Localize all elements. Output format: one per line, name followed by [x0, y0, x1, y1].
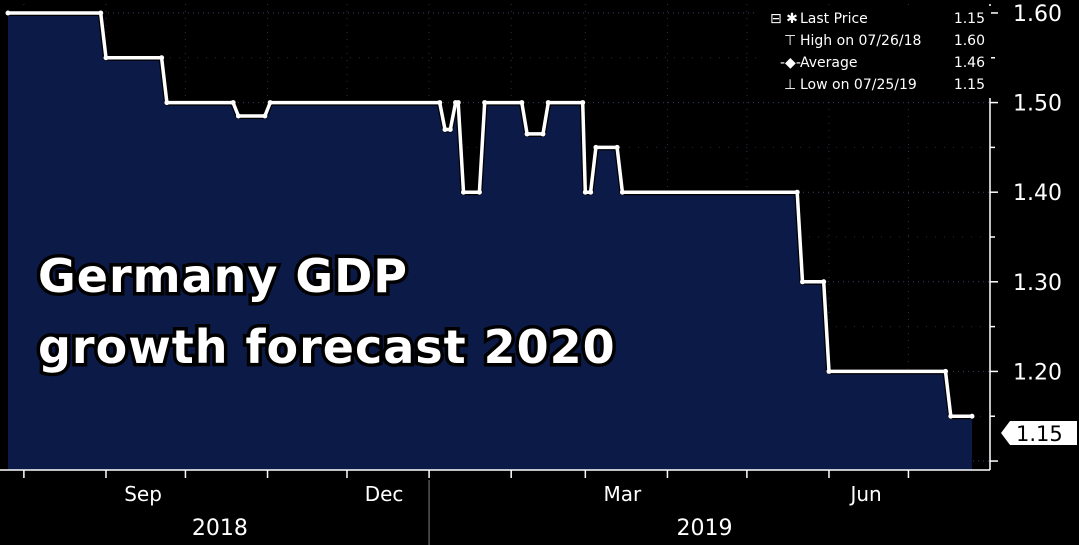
- y-tick-label: 1.20: [1013, 360, 1062, 385]
- x-month-label: Jun: [848, 482, 881, 506]
- series-point: [461, 189, 467, 195]
- series-point: [545, 100, 551, 106]
- chart-title-line-1: Germany GDP: [38, 249, 408, 303]
- series-point: [267, 100, 273, 106]
- series-point: [262, 113, 268, 119]
- series-point: [482, 100, 488, 106]
- series-point: [103, 55, 109, 61]
- y-tick-label: 1.30: [1013, 271, 1062, 296]
- legend-value-average: 1.46: [954, 55, 985, 71]
- series-point: [164, 100, 170, 106]
- series-point: [580, 100, 586, 106]
- legend-value-high: 1.60: [954, 33, 985, 49]
- x-year-label: 2018: [192, 516, 248, 541]
- series-point: [943, 368, 949, 374]
- legend-marker-average: -◆-: [780, 55, 801, 71]
- series-last-price: [5, 10, 975, 470]
- series-point: [476, 189, 482, 195]
- series-area: [8, 13, 972, 470]
- legend-box: [757, 6, 991, 98]
- x-month-label: Sep: [124, 482, 162, 506]
- legend-label-average: Average: [800, 55, 858, 71]
- legend-value-last: 1.15: [954, 11, 985, 27]
- legend-value-low: 1.15: [954, 77, 985, 93]
- series-point: [826, 368, 832, 374]
- x-month-label: Mar: [604, 482, 643, 506]
- series-point: [519, 100, 525, 106]
- series-point: [230, 100, 236, 106]
- series-point: [794, 189, 800, 195]
- series-line: [8, 11, 972, 418]
- x-year-label: 2019: [677, 516, 733, 541]
- series-point: [614, 144, 620, 150]
- last-value-label-box: [1001, 421, 1077, 445]
- series-point: [800, 279, 806, 285]
- series-point: [455, 100, 461, 106]
- y-tick-label: 1.60: [1013, 2, 1062, 27]
- series-point: [524, 131, 530, 137]
- last-value-label: 1.15: [1001, 421, 1077, 446]
- series-point: [540, 131, 546, 137]
- legend: ⊟ ✱ Last Price 1.15 ⊤ High on 07/26/18 1…: [757, 6, 991, 98]
- series-point: [821, 279, 827, 285]
- series-point: [235, 113, 241, 119]
- legend-marker-last: ⊟ ✱: [770, 11, 798, 27]
- last-value-label-text: 1.15: [1016, 422, 1063, 446]
- legend-label-high: High on 07/26/18: [800, 33, 921, 49]
- legend-label-low: Low on 07/25/19: [800, 77, 917, 93]
- legend-label-last: Last Price: [800, 11, 868, 27]
- series-point: [619, 189, 625, 195]
- series-point: [5, 10, 11, 16]
- y-tick-label: 1.50: [1013, 92, 1062, 117]
- series-point: [442, 126, 448, 132]
- chart-title-line-2: growth forecast 2020: [38, 320, 616, 374]
- series-point: [159, 55, 165, 61]
- x-axis: Sep Dec Mar Jun 2018 2019: [0, 469, 990, 545]
- series-point: [98, 10, 104, 16]
- x-month-label: Dec: [365, 482, 404, 506]
- series-point: [948, 413, 954, 419]
- legend-marker-low: ⊥: [784, 77, 796, 93]
- series-point: [593, 144, 599, 150]
- series-point: [447, 126, 453, 132]
- series-point: [437, 100, 443, 106]
- series-point: [582, 189, 588, 195]
- chart-title: Germany GDP growth forecast 2020: [35, 246, 619, 378]
- legend-marker-high: ⊤: [784, 33, 796, 49]
- y-tick-label: 1.40: [1013, 181, 1062, 206]
- series-point: [969, 413, 975, 419]
- series-point: [588, 189, 594, 195]
